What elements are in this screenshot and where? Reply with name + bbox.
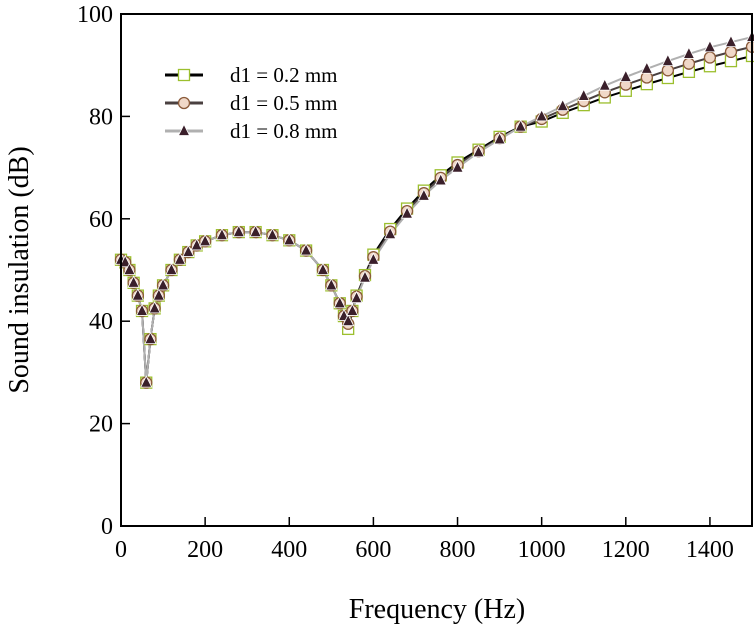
x-axis-label: Frequency (Hz) [349, 594, 525, 625]
y-tick-label: 80 [89, 104, 113, 130]
data-point [350, 290, 363, 304]
y-tick-label: 60 [89, 207, 113, 233]
data-point [299, 243, 313, 256]
data-point [190, 238, 203, 251]
data-point [346, 303, 359, 316]
data-point [682, 57, 696, 70]
data-point [451, 160, 464, 173]
data-point [577, 88, 590, 101]
data-point [249, 224, 262, 238]
x-tick-label: 600 [355, 537, 391, 563]
x-tick-label: 200 [187, 537, 223, 563]
y-tick-label: 20 [89, 412, 113, 438]
data-point [358, 270, 372, 283]
series-line [120, 55, 753, 383]
data-point [703, 39, 717, 53]
data-point [283, 232, 296, 246]
data-point [342, 313, 355, 327]
data-point [472, 144, 485, 158]
data-point [119, 254, 132, 268]
data-point [640, 61, 653, 74]
data-point [724, 34, 738, 48]
data-point [127, 275, 140, 288]
legend-marker [177, 123, 191, 136]
x-tick-label: 1000 [518, 537, 566, 563]
data-point [266, 227, 279, 241]
data-point [173, 252, 187, 265]
x-tick-label: 800 [440, 537, 476, 563]
legend-marker [177, 68, 191, 82]
data-point [333, 295, 346, 309]
legend-marker [177, 96, 191, 110]
data-point [182, 244, 195, 257]
legend-label: d1 = 0.8 mm [230, 119, 338, 143]
data-point [661, 53, 675, 67]
x-tick-label: 1400 [686, 537, 734, 563]
x-tick-label: 400 [271, 537, 307, 563]
data-point [232, 224, 245, 238]
data-point [514, 119, 527, 132]
data-point [152, 288, 166, 301]
data-point [144, 331, 157, 345]
data-point [703, 51, 717, 64]
legend-label: d1 = 0.5 mm [230, 91, 338, 115]
data-point [148, 301, 161, 314]
series-line [120, 36, 753, 383]
legend-label: d1 = 0.2 mm [230, 63, 338, 87]
plot-frame [120, 13, 753, 527]
data-point [131, 288, 144, 301]
data-point [724, 45, 738, 59]
y-tick-label: 40 [89, 309, 113, 335]
data-point [140, 375, 153, 388]
x-tick-label: 0 [115, 537, 127, 563]
data-point [325, 277, 338, 291]
data-point [156, 277, 170, 291]
data-point [215, 227, 229, 241]
data-point [123, 262, 136, 275]
data-point [198, 233, 212, 247]
y-tick-label: 0 [101, 514, 113, 540]
x-tick-label: 1200 [602, 537, 650, 563]
data-point [417, 188, 431, 201]
data-point [661, 64, 675, 77]
data-point [598, 78, 611, 91]
data-point [535, 109, 548, 122]
data-point [556, 98, 569, 112]
data-point [400, 206, 414, 219]
data-point [165, 262, 178, 275]
data-point [135, 303, 149, 316]
data-point [493, 132, 506, 145]
data-point [367, 252, 380, 265]
data-point [384, 226, 397, 240]
series-line [120, 45, 753, 383]
data-point [434, 173, 447, 186]
y-axis-label: Sound insulation (dB) [4, 146, 35, 393]
y-tick-label: 100 [77, 2, 113, 28]
data-point [682, 46, 696, 59]
data-point [316, 262, 330, 275]
data-point [619, 69, 632, 82]
